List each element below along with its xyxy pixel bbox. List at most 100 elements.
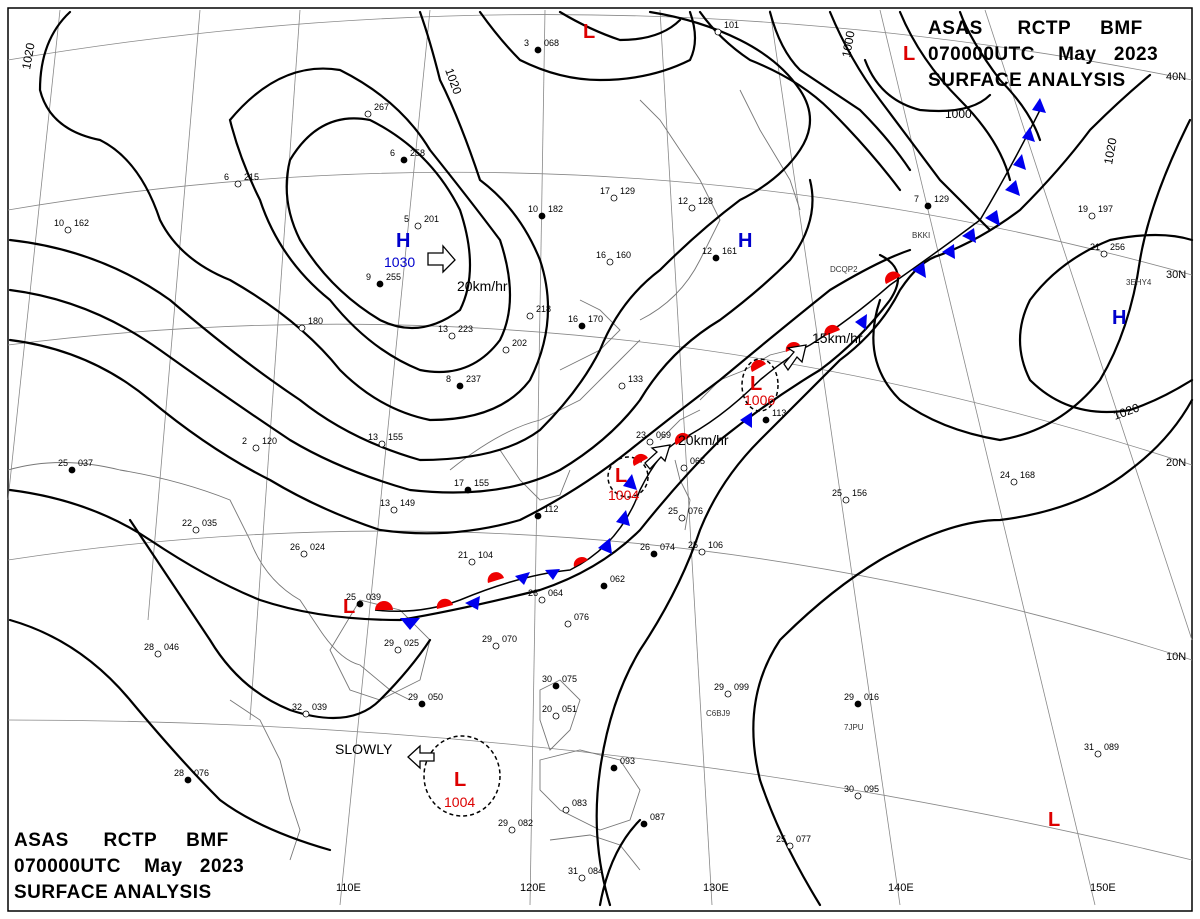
movement-arrow-icon	[783, 344, 807, 372]
header-row-3: SURFACE ANALYSIS	[14, 880, 244, 906]
cold-front-triangle	[1005, 180, 1020, 196]
station-pressure: 267	[374, 102, 389, 112]
station-pressure: 051	[562, 704, 577, 714]
station-plot: 155 13	[368, 432, 403, 448]
ship-id: DCQP2	[830, 265, 858, 274]
ship-id: C6BJ9	[706, 709, 731, 718]
station-circle-icon	[688, 204, 696, 212]
parallel-40n	[7, 14, 1193, 81]
station-pressure: 065	[690, 456, 705, 466]
cold-front-triangle	[855, 314, 867, 330]
station-circle-icon	[610, 764, 618, 772]
station-circle-icon	[464, 486, 472, 494]
station-circle-icon	[378, 440, 386, 448]
station-temperature: 25	[688, 540, 698, 550]
station-circle-icon	[678, 514, 686, 522]
station-temperature: 29	[384, 638, 394, 648]
station-circle-icon	[606, 258, 614, 266]
station-plot: 074 26	[640, 542, 675, 558]
chart-title: SURFACE ANALYSIS	[14, 882, 212, 903]
station-circle-icon	[234, 180, 242, 188]
station-temperature: 21	[1090, 242, 1100, 252]
longitude-label: 130E	[703, 882, 729, 894]
station-plot: 170 16	[568, 314, 603, 330]
station-temperature: 12	[702, 246, 712, 256]
isobars	[8, 10, 1194, 907]
station-circle-icon	[578, 322, 586, 330]
station-temperature: 28	[144, 642, 154, 652]
cold-front-triangle	[623, 474, 637, 490]
station-temperature: 10	[54, 218, 64, 228]
station-temperature: 26	[290, 542, 300, 552]
station-pressure: 197	[1098, 204, 1113, 214]
station-temperature: 25	[776, 834, 786, 844]
station-pressure: 120	[262, 436, 277, 446]
station-circle-icon	[64, 226, 72, 234]
station-pressure: 255	[386, 272, 401, 282]
station-circle-icon	[724, 690, 732, 698]
station-circle-icon	[538, 212, 546, 220]
station-temperature: 28	[174, 768, 184, 778]
station-plot: 062	[600, 574, 625, 590]
ship-id: 3EHY4	[1126, 278, 1152, 287]
station-plot: 065	[680, 456, 705, 472]
station-pressure: 076	[194, 768, 209, 778]
low-pressure-symbol: L	[454, 769, 466, 791]
station-plot: 101	[714, 20, 739, 36]
station-temperature: 29	[482, 634, 492, 644]
agency-code: ASAS	[928, 18, 983, 39]
station-circle-icon	[154, 650, 162, 658]
fronts	[374, 98, 1046, 630]
station-circle-icon	[448, 332, 456, 340]
station-pressure: 112	[544, 504, 558, 514]
station-circle-icon	[526, 312, 534, 320]
cold-front-triangle	[962, 228, 976, 243]
latitude-label: 40N	[1166, 71, 1186, 83]
station-plot: 064 26	[528, 588, 563, 604]
isobar-label: 1000	[839, 29, 857, 58]
station-pressure: 050	[428, 692, 443, 702]
station-pressure: 035	[202, 518, 217, 528]
pressure-value: 1004	[608, 487, 639, 503]
station-temperature: 17	[454, 478, 464, 488]
station-temperature: 29	[844, 692, 854, 702]
station-temperature: 22	[182, 518, 192, 528]
latitude-label: 20N	[1166, 457, 1186, 469]
warm-front-semicircle	[750, 359, 766, 372]
station-plot: 024 26	[290, 542, 325, 558]
station-circle-icon	[1094, 750, 1102, 758]
station-plot: 162 10	[54, 218, 89, 234]
station-circle-icon	[390, 506, 398, 514]
station-pressure: 160	[616, 250, 631, 260]
station-circle-icon	[600, 582, 608, 590]
station-pressure: 104	[478, 550, 493, 560]
station-plot: 089 31	[1084, 742, 1119, 758]
station-temperature: 30	[844, 784, 854, 794]
station-circle-icon	[854, 792, 862, 800]
longitude-label: 150E	[1090, 882, 1116, 894]
station-circle-icon	[712, 254, 720, 262]
station-pressure: 069	[656, 430, 671, 440]
station-circle-icon	[646, 438, 654, 446]
movement-speed: 20km/hr	[678, 432, 729, 448]
station-temperature: 25	[668, 506, 678, 516]
station-circle-icon	[564, 620, 572, 628]
station-plots: 0683101267258621562015255918016210182101…	[54, 20, 1125, 882]
station-temperature: 13	[368, 432, 378, 442]
meridian-120e	[529, 9, 546, 906]
station-pressure: 089	[1104, 742, 1119, 752]
station-plot: 256 21	[1090, 242, 1125, 258]
station-plot: 133	[618, 374, 643, 390]
cold-front-triangle	[616, 510, 630, 526]
warm-front-semicircle	[573, 556, 588, 567]
analysis-month: May	[1058, 44, 1097, 65]
station-circle-icon	[842, 496, 850, 504]
station-temperature: 12	[678, 196, 688, 206]
station-circle-icon	[854, 700, 862, 708]
station-pressure: 062	[610, 574, 625, 584]
low-pressure-symbol: L	[343, 596, 355, 618]
station-pressure: 202	[512, 338, 527, 348]
station-circle-icon	[302, 710, 310, 718]
